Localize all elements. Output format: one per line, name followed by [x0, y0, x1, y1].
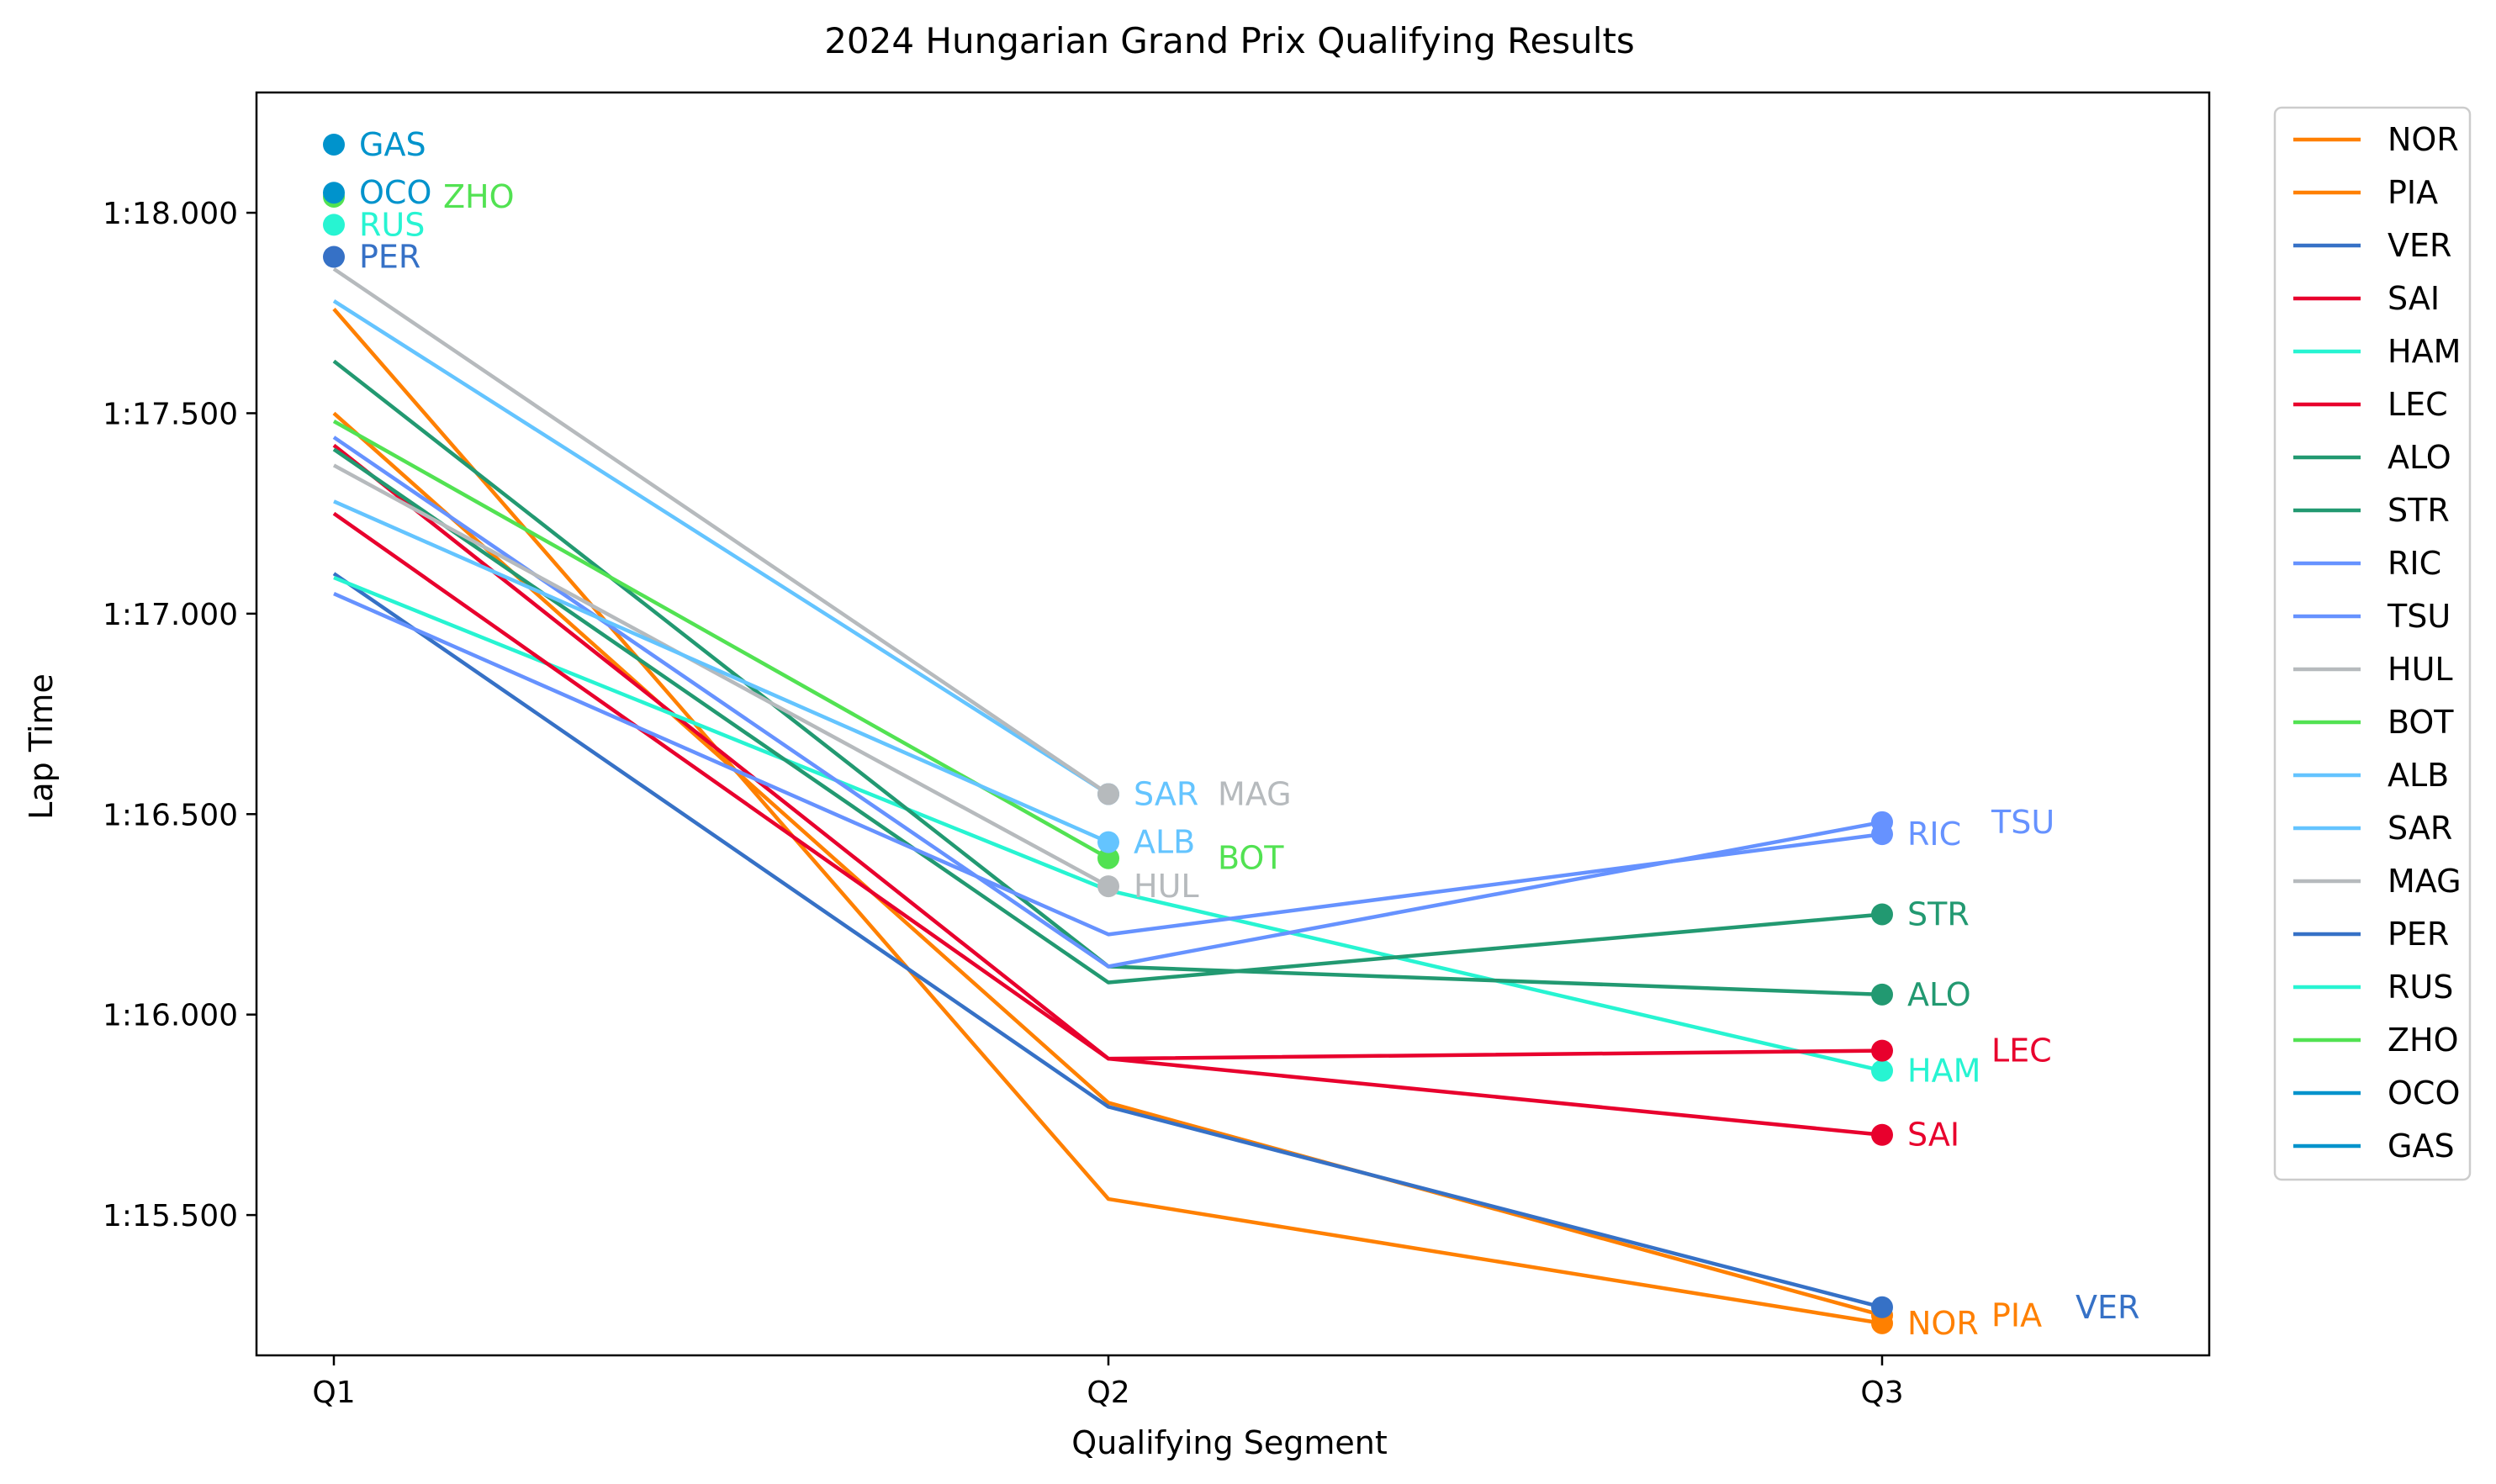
endpoint-marker-oco: [323, 182, 345, 204]
legend-label-bot: BOT: [2388, 704, 2454, 741]
point-label-sar: SAR: [1134, 775, 1198, 812]
point-label-per: PER: [359, 238, 420, 275]
y-tick-label: 1:18.000: [103, 197, 238, 231]
point-label-alo: ALO: [1907, 976, 1971, 1013]
legend-label-ham: HAM: [2388, 333, 2461, 370]
endpoint-marker-gas: [323, 133, 345, 156]
endpoint-marker-bot: [1097, 847, 1119, 869]
y-tick-label: 1:16.500: [103, 798, 238, 832]
legend-label-gas: GAS: [2388, 1128, 2455, 1164]
y-tick-label: 1:17.500: [103, 397, 238, 431]
plot-frame: [255, 91, 2211, 1357]
legend-frame: [2273, 106, 2472, 1181]
legend-label-ver: VER: [2388, 227, 2451, 264]
endpoint-marker-hul: [1097, 875, 1119, 898]
legend-label-pia: PIA: [2388, 174, 2438, 211]
endpoint-marker-alo: [1871, 983, 1893, 1006]
endpoint-marker-str: [1871, 903, 1893, 926]
endpoint-marker-per: [323, 246, 345, 268]
point-label-rus: RUS: [359, 206, 425, 243]
series-line-nor: [332, 308, 1883, 1326]
y-tick-label: 1:15.500: [103, 1199, 238, 1233]
point-label-hul: HUL: [1134, 868, 1199, 905]
legend-label-rus: RUS: [2388, 969, 2453, 1006]
point-label-oco: OCO: [359, 174, 431, 211]
series-line-str: [332, 447, 1883, 985]
legend-label-zho: ZHO: [2388, 1022, 2459, 1059]
series-line-ver: [332, 572, 1883, 1309]
legend: NOR PIA VER SAI HAM LEC ALO STR RIC TSU HUL BOT ALB S…: [2273, 106, 2472, 1181]
point-label-tsu: TSU: [1991, 804, 2054, 841]
series-line-hul: [332, 463, 1110, 889]
point-label-sai: SAI: [1907, 1117, 1959, 1154]
legend-label-sar: SAR: [2388, 810, 2452, 847]
endpoint-marker-lec: [1871, 1039, 1893, 1062]
point-label-ric: RIC: [1907, 816, 1961, 853]
y-tick-label: 1:17.000: [103, 598, 238, 632]
legend-label-ric: RIC: [2388, 545, 2441, 582]
y-axis-label: Lap Time: [23, 673, 60, 820]
point-label-zho: ZHO: [443, 178, 515, 215]
series-line-sar: [332, 299, 1110, 796]
series-line-alb: [333, 499, 1109, 844]
x-tick-label: Q3: [1860, 1376, 1903, 1410]
point-label-nor: NOR: [1907, 1305, 1979, 1342]
legend-label-alb: ALB: [2388, 757, 2449, 794]
point-label-lec: LEC: [1991, 1032, 2052, 1069]
series-line-lec: [332, 511, 1883, 1061]
point-label-pia: PIA: [1991, 1297, 2042, 1333]
endpoint-marker-mag: [1097, 783, 1119, 805]
legend-label-mag: MAG: [2388, 863, 2462, 900]
endpoint-marker-ham: [1871, 1059, 1893, 1082]
legend-label-oco: OCO: [2388, 1075, 2460, 1112]
plot-area: 1:15.500 1:16.000 1:16.500 1:17.000 1:17.500…: [103, 91, 2211, 1410]
point-label-mag: MAG: [1218, 775, 1292, 812]
point-label-ver: VER: [2076, 1289, 2139, 1326]
series-line-ham: [333, 575, 1883, 1073]
endpoint-marker-tsu: [1871, 811, 1893, 833]
x-tick-label: Q2: [1087, 1376, 1129, 1410]
endpoint-marker-alb: [1097, 831, 1119, 853]
endpoint-marker-sai: [1871, 1123, 1893, 1146]
legend-label-nor: NOR: [2388, 121, 2459, 158]
legend-label-hul: HUL: [2388, 651, 2453, 688]
endpoint-marker-rus: [323, 214, 345, 236]
legend-label-per: PER: [2388, 916, 2449, 953]
point-label-alb: ALB: [1134, 824, 1195, 861]
series-line-ric: [333, 591, 1883, 937]
series-line-pia: [332, 411, 1883, 1318]
point-label-gas: GAS: [359, 126, 426, 163]
legend-label-sai: SAI: [2388, 280, 2440, 317]
x-axis-label: Qualifying Segment: [1071, 1424, 1387, 1461]
legend-label-tsu: TSU: [2387, 598, 2451, 635]
point-label-bot: BOT: [1218, 840, 1284, 877]
endpoint-marker-ver: [1871, 1296, 1893, 1318]
y-tick-label: 1:16.000: [103, 999, 238, 1033]
x-tick-label: Q1: [312, 1376, 355, 1410]
point-label-ham: HAM: [1907, 1052, 1980, 1089]
point-label-str: STR: [1907, 895, 1970, 932]
legend-label-lec: LEC: [2388, 386, 2448, 423]
legend-label-alo: ALO: [2388, 439, 2451, 476]
legend-label-str: STR: [2388, 492, 2450, 529]
series-line-mag: [332, 267, 1110, 796]
chart-title: 2024 Hungarian Grand Prix Qualifying Res…: [824, 20, 1635, 61]
